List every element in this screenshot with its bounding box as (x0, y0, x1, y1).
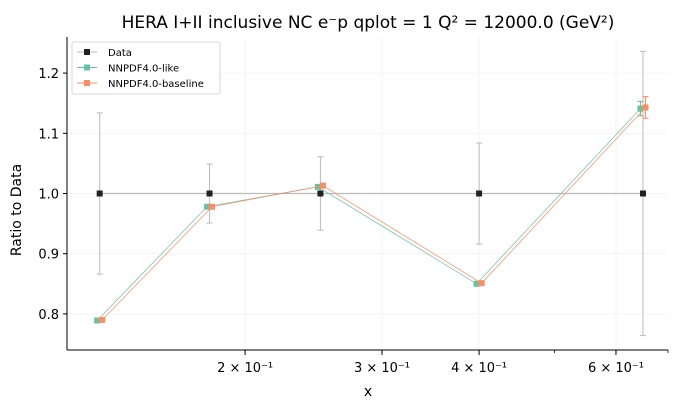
x-tick-label: 3 × 10⁻¹ (354, 361, 410, 376)
legend-marker (84, 80, 90, 86)
data-point (478, 280, 485, 287)
data-point (94, 317, 101, 324)
x-tick-label: 2 × 10⁻¹ (217, 361, 273, 376)
legend-marker (84, 49, 90, 55)
x-axis-label: x (364, 384, 372, 400)
y-tick-label: 1.0 (38, 188, 59, 203)
legend-label: Data (108, 48, 132, 59)
y-tick-label: 1.2 (38, 67, 59, 82)
data-point (209, 203, 216, 210)
legend-label: NNPDF4.0-like (108, 64, 179, 75)
data-point (204, 203, 211, 210)
y-axis-label: Ratio to Data (9, 164, 25, 256)
chart-title: HERA I+II inclusive NC e⁻p qplot = 1 Q² … (122, 13, 615, 33)
x-tick-label: 4 × 10⁻¹ (451, 361, 507, 376)
legend-box (71, 41, 221, 95)
data-point (317, 190, 324, 197)
data-point (476, 190, 483, 197)
y-tick-label: 1.1 (38, 127, 59, 142)
series-line-2 (101, 107, 646, 321)
data-point (99, 316, 106, 323)
axes-layer: 0.8 0.9 1.0 1.1 1.2 2 × 10⁻¹ 3 × 10⁻¹ 4 × 10⁻¹ 6… (38, 37, 669, 376)
data-point (637, 105, 644, 112)
data-point (639, 190, 646, 197)
legend-label: NNPDF4.0-baseline (108, 79, 204, 90)
series-layer (94, 50, 649, 337)
data-point (96, 190, 103, 197)
data-point (319, 182, 326, 189)
y-tick-label: 0.9 (38, 248, 59, 263)
x-tick-label: 6 × 10⁻¹ (588, 361, 644, 376)
data-point (642, 104, 649, 111)
legend: Data NNPDF4.0-like NNPDF4.0-baseline (71, 41, 221, 95)
series-line-1 (96, 108, 641, 321)
data-point (206, 190, 213, 197)
y-tick-label: 0.8 (38, 308, 59, 323)
legend-marker (84, 64, 90, 71)
data-point (473, 280, 480, 287)
